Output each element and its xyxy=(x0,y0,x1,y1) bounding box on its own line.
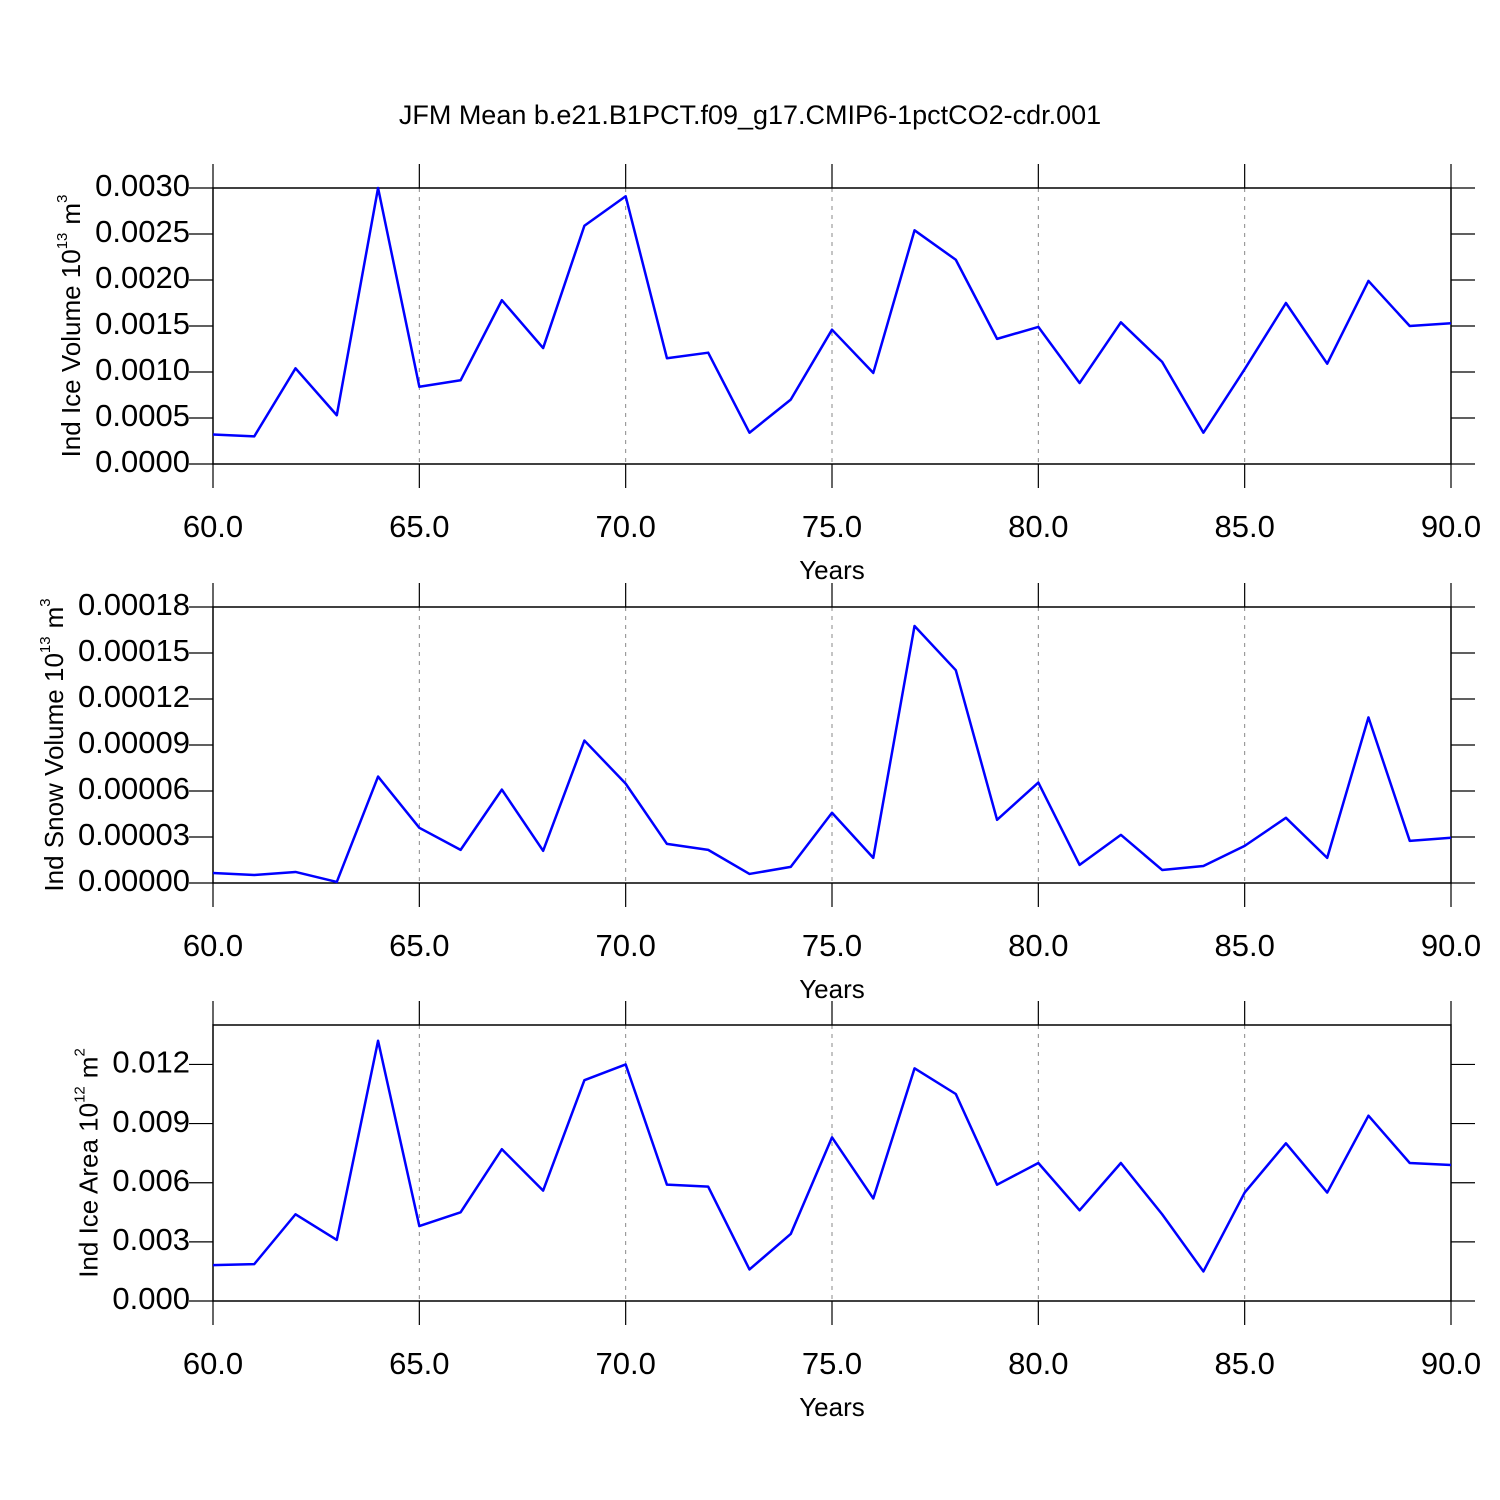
y-tick-label: 0.00015 xyxy=(78,633,190,668)
y-tick-label: 0.0020 xyxy=(95,260,190,295)
chart-title: JFM Mean b.e21.B1PCT.f09_g17.CMIP6-1pctC… xyxy=(399,100,1101,130)
plot-frame xyxy=(212,187,1452,465)
y-tick-label: 0.009 xyxy=(112,1104,190,1139)
y-axis-label-part: 13 xyxy=(54,233,71,250)
x-tick-label: 85.0 xyxy=(1214,1346,1274,1381)
x-tick-label: 65.0 xyxy=(389,928,449,963)
x-tick-label: 70.0 xyxy=(595,509,655,544)
x-tick-label: 60.0 xyxy=(183,1346,243,1381)
x-tick-label: 85.0 xyxy=(1214,928,1274,963)
x-tick-label: 60.0 xyxy=(183,509,243,544)
y-axis-label-part: 3 xyxy=(54,195,71,203)
y-axis-label: Ind Ice Volume 1013 m3 xyxy=(54,195,86,458)
y-axis-label-part: m xyxy=(39,607,69,629)
x-tick-label: 75.0 xyxy=(802,509,862,544)
x-tick-label: 85.0 xyxy=(1214,509,1274,544)
y-axis-label-part: m xyxy=(56,203,86,225)
y-tick-label: 0.00018 xyxy=(78,587,190,622)
x-tick-label: 65.0 xyxy=(389,509,449,544)
y-tick-label: 0.00003 xyxy=(78,817,190,852)
x-tick-label: 90.0 xyxy=(1421,928,1481,963)
y-tick-label: 0.000 xyxy=(112,1281,190,1316)
plot-frame xyxy=(212,1024,1452,1302)
x-tick-label: 80.0 xyxy=(1008,1346,1068,1381)
x-tick-label: 65.0 xyxy=(389,1346,449,1381)
y-axis-label-part: 3 xyxy=(37,598,54,606)
y-tick-label: 0.0025 xyxy=(95,214,190,249)
y-axis-label-part: Ind Snow Volume 10 xyxy=(39,653,69,892)
y-axis-label: Ind Ice Area 1012 m2 xyxy=(71,1048,103,1278)
x-axis-label: Years xyxy=(799,974,865,1004)
y-tick-label: 0.00006 xyxy=(78,771,190,806)
y-tick-label: 0.0030 xyxy=(95,168,190,203)
x-tick-label: 90.0 xyxy=(1421,509,1481,544)
x-tick-label: 80.0 xyxy=(1008,928,1068,963)
y-tick-label: 0.003 xyxy=(112,1222,190,1257)
y-tick-label: 0.00009 xyxy=(78,725,190,760)
y-axis-label-part: 13 xyxy=(37,636,54,653)
x-axis-label: Years xyxy=(799,1392,865,1422)
x-axis-label: Years xyxy=(799,555,865,585)
y-axis-label-part: Ind Ice Volume 10 xyxy=(56,249,86,457)
data-line xyxy=(212,624,1452,884)
y-axis-label-part: 12 xyxy=(71,1086,88,1103)
y-tick-label: 0.00000 xyxy=(78,863,190,898)
y-tick-label: 0.006 xyxy=(112,1163,190,1198)
x-tick-label: 75.0 xyxy=(802,1346,862,1381)
x-tick-label: 70.0 xyxy=(595,1346,655,1381)
x-tick-label: 70.0 xyxy=(595,928,655,963)
x-tick-label: 90.0 xyxy=(1421,1346,1481,1381)
y-axis-label-part: 2 xyxy=(71,1048,88,1056)
plot-frame xyxy=(212,606,1452,884)
y-tick-label: 0.0005 xyxy=(95,398,190,433)
x-tick-label: 60.0 xyxy=(183,928,243,963)
y-tick-label: 0.012 xyxy=(112,1045,190,1080)
data-line xyxy=(212,1039,1452,1273)
y-tick-label: 0.0015 xyxy=(95,306,190,341)
y-tick-label: 0.00012 xyxy=(78,679,190,714)
y-axis-label-part: m xyxy=(73,1057,103,1079)
data-line xyxy=(212,186,1452,438)
y-tick-label: 0.0000 xyxy=(95,444,190,479)
x-tick-label: 75.0 xyxy=(802,928,862,963)
y-tick-label: 0.0010 xyxy=(95,352,190,387)
y-axis-label: Ind Snow Volume 1013 m3 xyxy=(37,598,69,891)
x-tick-label: 80.0 xyxy=(1008,509,1068,544)
y-axis-label-part: Ind Ice Area 10 xyxy=(73,1103,103,1278)
